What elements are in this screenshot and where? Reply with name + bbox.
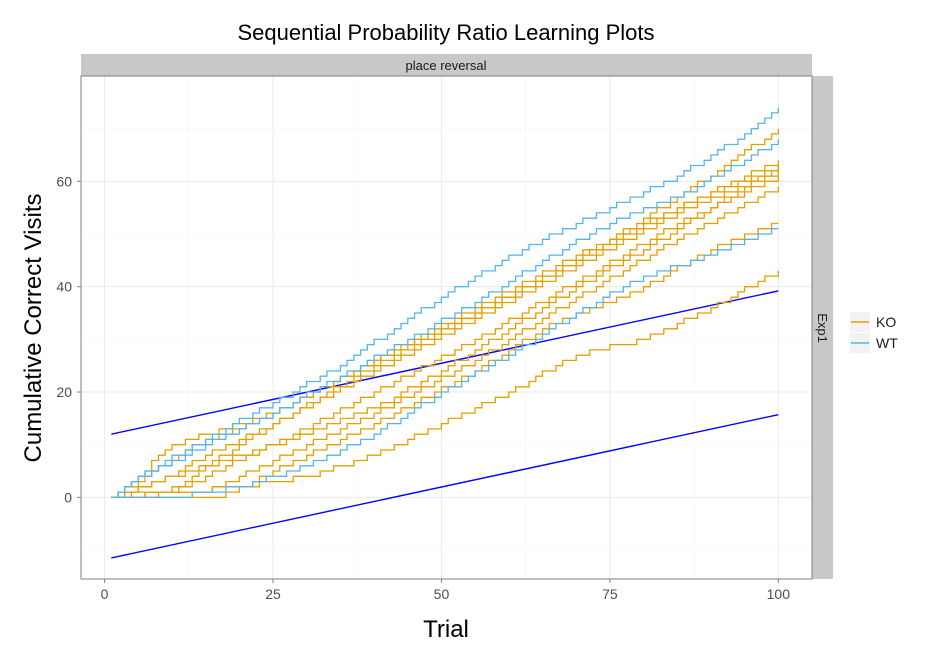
series-line-wt-11 [111, 139, 779, 499]
series-line-ko-5 [111, 176, 779, 499]
y-axis-ticks: 0 20 40 60 [56, 173, 81, 505]
x-tick-label: 50 [434, 586, 450, 602]
facet-top-label: place reversal [406, 58, 487, 73]
boundary-line-upper [111, 290, 779, 435]
facet-strip-right [812, 76, 833, 579]
series-line-wt-10 [111, 107, 779, 499]
x-tick-label: 0 [101, 586, 109, 602]
y-tick-label: 60 [56, 173, 72, 189]
series-line-wt-12 [111, 228, 779, 499]
y-tick-label: 20 [56, 384, 72, 400]
y-tick-label: 0 [64, 489, 72, 505]
y-axis-label: Cumulative Correct Visits [20, 194, 47, 463]
facet-right-label: Exp1 [815, 313, 830, 343]
boundary-lines [111, 290, 779, 559]
plot-border [80, 75, 813, 580]
x-tick-label: 25 [265, 586, 281, 602]
x-tick-label: 75 [602, 586, 618, 602]
series-line-ko-8 [111, 270, 779, 499]
y-tick-label: 40 [56, 279, 72, 295]
x-axis-ticks: 0 25 50 75 100 [101, 579, 791, 602]
x-axis-label: Trial [423, 616, 469, 643]
legend-label-ko: KO [876, 314, 896, 330]
series-lines [111, 107, 779, 499]
legend-label-wt: WT [876, 335, 898, 351]
plot-panel [81, 76, 812, 579]
chart-title: Sequential Probability Ratio Learning Pl… [237, 20, 654, 45]
boundary-line-lower [111, 413, 779, 559]
plot-area [80, 75, 813, 580]
series-line-ko-9 [111, 165, 779, 499]
x-tick-label: 100 [767, 586, 791, 602]
series-line-ko-3 [111, 170, 779, 499]
legend: KO WT [850, 312, 898, 353]
series-line-ko-7 [111, 222, 779, 499]
series-line-ko-4 [111, 128, 779, 499]
facet-strip-top [81, 54, 812, 76]
series-line-ko-6 [111, 186, 779, 499]
